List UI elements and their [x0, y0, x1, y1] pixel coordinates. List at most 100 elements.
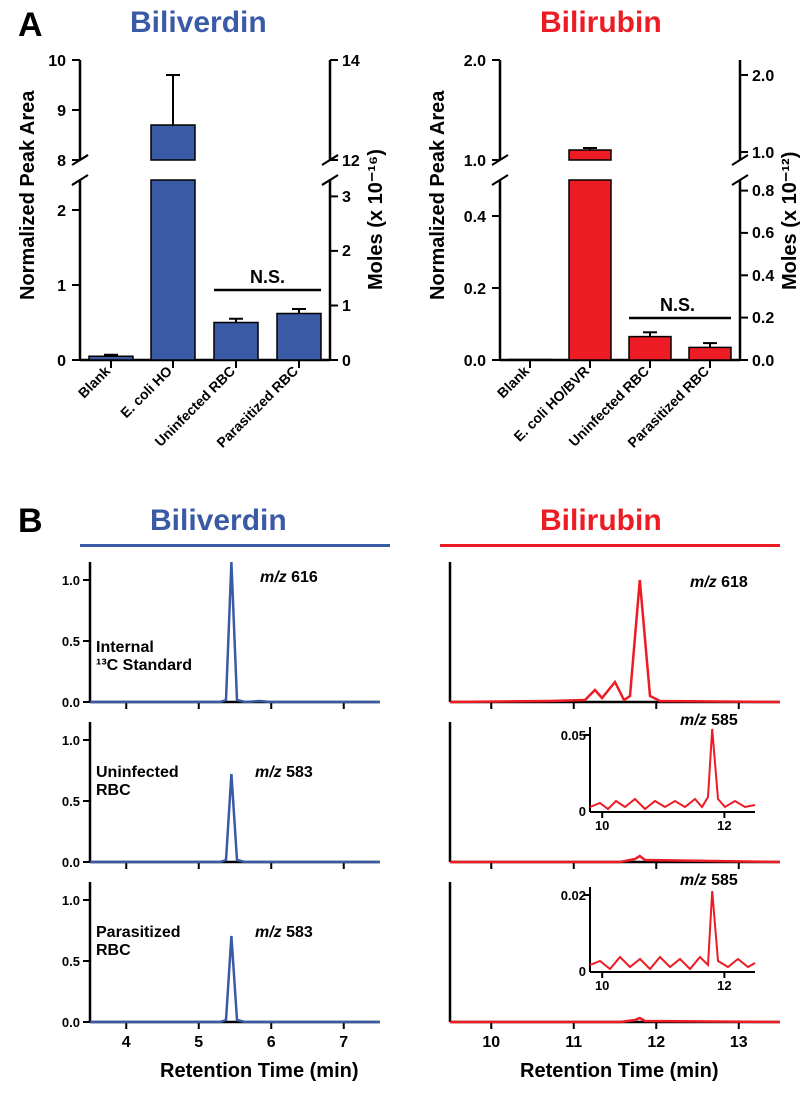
br-ns-label: N.S.	[660, 295, 695, 315]
br-bar-parasitized	[689, 347, 731, 360]
bv-right-axis-label: Moles (x 10⁻¹⁶)	[365, 149, 387, 290]
svg-text:m/z 585: m/z 585	[680, 712, 738, 729]
x-axis-label-bv: Retention Time (min)	[160, 1060, 359, 1082]
svg-text:9: 9	[57, 103, 66, 120]
svg-text:0.5: 0.5	[62, 954, 80, 969]
biliverdin-title-b: Biliverdin	[150, 504, 287, 538]
svg-text:1.0: 1.0	[62, 733, 80, 748]
svg-text:1: 1	[57, 278, 66, 295]
bilirubin-bar-chart: 0.0 0.2 0.4 1.0 2.0 0.0 0.2 0.4 0.6 0.8 …	[420, 40, 800, 480]
svg-text:0.2: 0.2	[464, 281, 486, 298]
bv-bar-blank	[89, 356, 133, 360]
svg-text:RBC: RBC	[96, 782, 131, 799]
panel-b-label: B	[18, 502, 43, 541]
svg-text:Blank: Blank	[75, 363, 113, 401]
svg-text:Uninfected: Uninfected	[96, 764, 179, 781]
br-left-axis-label: Normalized Peak Area	[427, 90, 449, 300]
svg-text:12: 12	[342, 153, 360, 170]
svg-text:0.8: 0.8	[752, 183, 774, 200]
bv-trace-row3	[90, 936, 380, 1022]
svg-text:1.0: 1.0	[62, 573, 80, 588]
br-right-axis-label: Moles (x 10⁻¹²)	[779, 152, 800, 290]
figure-root: A Biliverdin Bilirubin 0	[0, 0, 812, 1108]
svg-text:RBC: RBC	[96, 942, 131, 959]
svg-text:12: 12	[647, 1034, 665, 1051]
svg-text:4: 4	[122, 1034, 131, 1051]
svg-text:1.0: 1.0	[464, 153, 486, 170]
svg-text:11: 11	[565, 1034, 582, 1051]
svg-text:0.0: 0.0	[752, 353, 774, 370]
biliverdin-bar-chart: 0 1 2 8 9 10 0 1 2	[10, 40, 390, 480]
svg-text:0.05: 0.05	[561, 728, 586, 743]
svg-text:14: 14	[342, 53, 360, 70]
svg-text:1.0: 1.0	[62, 893, 80, 908]
svg-text:0.5: 0.5	[62, 794, 80, 809]
svg-text:10: 10	[482, 1034, 500, 1051]
svg-text:0.02: 0.02	[561, 888, 586, 903]
svg-text:0: 0	[579, 964, 586, 979]
svg-text:10: 10	[595, 818, 609, 833]
biliverdin-underline	[80, 544, 390, 547]
bv-trace-row1	[90, 562, 380, 702]
svg-text:12: 12	[717, 978, 731, 993]
svg-text:6: 6	[267, 1034, 276, 1051]
bv-bar-ecoli-upper	[151, 125, 195, 160]
svg-text:3: 3	[342, 189, 351, 206]
bv-bar-parasitized	[277, 314, 321, 361]
svg-text:m/z 583: m/z 583	[255, 764, 313, 781]
svg-text:1: 1	[342, 298, 351, 315]
br-bar-ecoli-upper	[569, 150, 611, 160]
svg-text:0.6: 0.6	[752, 225, 774, 242]
svg-text:0.2: 0.2	[752, 310, 774, 327]
svg-text:0.5: 0.5	[62, 634, 80, 649]
br-bar-blank	[509, 360, 551, 361]
svg-text:m/z 583: m/z 583	[255, 924, 313, 941]
svg-text:0.4: 0.4	[752, 268, 774, 285]
svg-text:2.0: 2.0	[752, 68, 774, 85]
biliverdin-title-a: Biliverdin	[130, 6, 267, 40]
svg-text:13: 13	[730, 1034, 748, 1051]
svg-text:0: 0	[57, 353, 66, 370]
svg-text:7: 7	[339, 1034, 348, 1051]
svg-text:m/z 585: m/z 585	[680, 872, 738, 889]
svg-text:10: 10	[48, 53, 66, 70]
svg-text:0.0: 0.0	[62, 1015, 80, 1030]
bv-left-axis-label: Normalized Peak Area	[17, 90, 39, 300]
bv-bar-ecoli-lower	[151, 180, 195, 360]
br-bar-ecoli-lower	[569, 180, 611, 360]
svg-text:Blank: Blank	[494, 363, 532, 401]
br-trace-row2	[450, 856, 780, 862]
svg-text:E. coli HO: E. coli HO	[117, 363, 175, 421]
svg-text:2: 2	[342, 243, 351, 260]
svg-text:m/z 616: m/z 616	[260, 569, 318, 586]
svg-text:0.0: 0.0	[464, 353, 486, 370]
biliverdin-chromatograms: Relative Intensity 0.0 0.5 1.0 m/z 616 I…	[40, 552, 400, 1112]
svg-text:¹³C Standard: ¹³C Standard	[96, 657, 192, 674]
svg-text:m/z 618: m/z 618	[690, 574, 748, 591]
bilirubin-chromatograms: m/z 618 0.05 0 10 12	[420, 552, 800, 1112]
br-bar-uninfected	[629, 337, 671, 360]
svg-text:8: 8	[57, 153, 66, 170]
svg-text:5: 5	[194, 1034, 203, 1051]
svg-text:2: 2	[57, 203, 66, 220]
bv-trace-row2	[90, 774, 380, 862]
svg-text:Parasitized: Parasitized	[96, 924, 180, 941]
bv-ns-label: N.S.	[250, 267, 285, 287]
svg-text:1.0: 1.0	[752, 145, 774, 162]
svg-text:0: 0	[342, 353, 351, 370]
svg-text:12: 12	[717, 818, 731, 833]
svg-text:0.4: 0.4	[464, 209, 486, 226]
bilirubin-underline	[440, 544, 780, 547]
svg-text:10: 10	[595, 978, 609, 993]
svg-text:Internal: Internal	[96, 639, 154, 656]
svg-text:2.0: 2.0	[464, 53, 486, 70]
x-axis-label-br: Retention Time (min)	[520, 1060, 719, 1082]
br-trace-row3	[450, 1018, 780, 1022]
bv-bar-uninfected	[214, 323, 258, 361]
svg-text:0: 0	[579, 804, 586, 819]
br-trace-row1	[450, 580, 780, 702]
bilirubin-title-b: Bilirubin	[540, 504, 662, 538]
svg-text:0.0: 0.0	[62, 695, 80, 710]
bilirubin-title-a: Bilirubin	[540, 6, 662, 40]
svg-text:0.0: 0.0	[62, 855, 80, 870]
